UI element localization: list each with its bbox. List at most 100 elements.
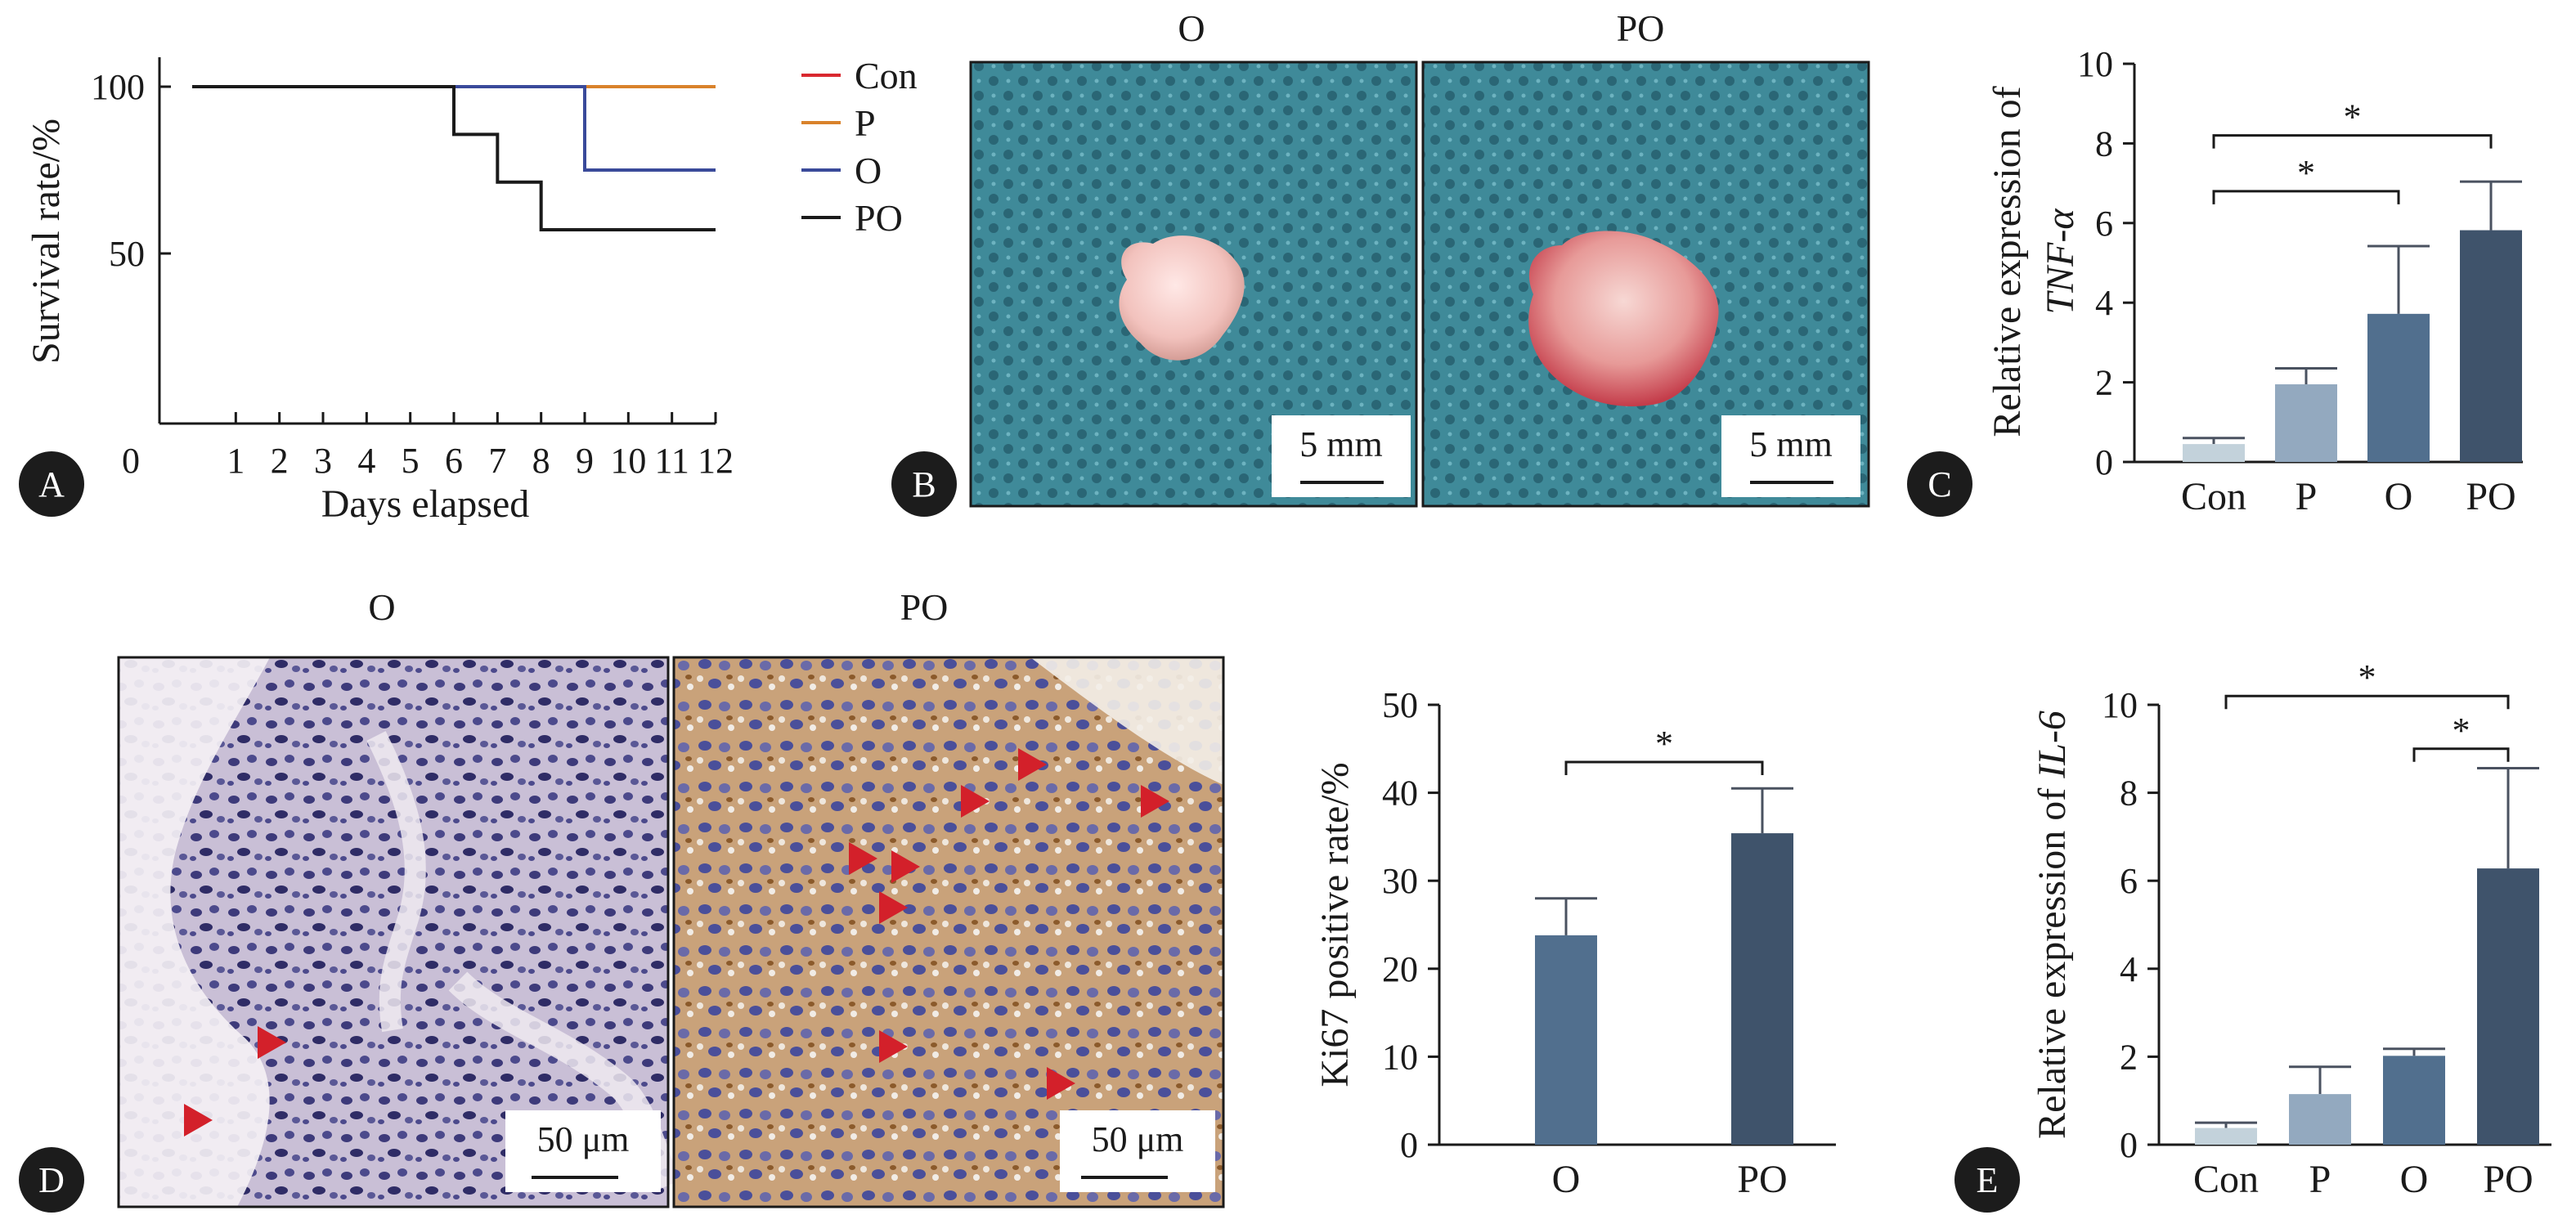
bar-o xyxy=(1535,935,1597,1145)
photo-title-o: O xyxy=(1178,7,1205,49)
y-tick-label: 10 xyxy=(1382,1037,1418,1077)
y-tick-label: 2 xyxy=(2120,1037,2138,1077)
legend-label-o: O xyxy=(855,150,882,191)
significance-brackets: ** xyxy=(2224,657,2510,762)
arrowhead-marker xyxy=(879,1030,908,1063)
y-tick-label: 10 xyxy=(2077,44,2113,84)
y-tick-label: 0 xyxy=(2095,442,2113,482)
category-label-o: O xyxy=(2400,1158,2429,1201)
x-ticks: 0 1 2 3 4 5 6 7 8 9 10 11 12 xyxy=(122,412,734,481)
y-tick-label: 6 xyxy=(2095,204,2113,244)
x-tick-label: 9 xyxy=(576,441,594,481)
svg-text:A: A xyxy=(38,464,65,504)
category-label-p: P xyxy=(2309,1158,2331,1201)
bars xyxy=(2183,180,2522,462)
significance-bracket xyxy=(2224,694,2510,710)
bars xyxy=(1535,787,1793,1145)
svg-text:D: D xyxy=(38,1160,65,1200)
y-ticks: 0 2 4 6 8 10 xyxy=(2102,685,2159,1165)
bar-po xyxy=(2460,230,2522,462)
x-tick-label: 6 xyxy=(445,441,463,481)
y-tick-label: 6 xyxy=(2120,861,2138,901)
x-axis-label: Days elapsed xyxy=(321,482,530,526)
significance-star: * xyxy=(2297,153,2315,193)
y-ticks: 0 2 4 6 8 10 xyxy=(2077,44,2134,482)
y-tick-label: 10 xyxy=(2102,685,2138,725)
x-tick-label: 11 xyxy=(654,441,689,481)
ki67-chart: 0 10 20 30 40 50 * O PO Ki67 positive rate/% xyxy=(1313,685,1836,1201)
y-tick-label: 8 xyxy=(2120,773,2138,814)
tumor-photo-o: 5 mm xyxy=(969,61,1418,508)
svg-text:50 μm: 50 μm xyxy=(537,1119,630,1159)
x-tick-label: 1 xyxy=(227,441,245,481)
bar-o xyxy=(2367,313,2430,462)
bar-con xyxy=(2195,1128,2257,1145)
svg-text:C: C xyxy=(1928,464,1951,504)
arrowhead-marker xyxy=(184,1104,213,1137)
scale-bar-b-po: 5 mm xyxy=(1721,415,1860,497)
bar-con xyxy=(2183,444,2245,462)
y-tick-label: 0 xyxy=(1400,1125,1418,1165)
y-axis-label: Ki67 positive rate/% xyxy=(1313,762,1357,1087)
svg-text:B: B xyxy=(912,464,936,504)
tumor-po xyxy=(1528,231,1719,406)
category-label-po: PO xyxy=(2466,475,2515,518)
x-tick-label: 8 xyxy=(532,441,550,481)
bar-o xyxy=(2383,1056,2445,1145)
tumor-photo-po: 5 mm xyxy=(1421,61,1870,508)
histology-photo-po: 50 μm xyxy=(672,656,1225,1208)
category-labels: O PO xyxy=(1552,1158,1788,1201)
ki67-histology: O PO 50 μm xyxy=(117,586,1225,1208)
arrowhead-marker xyxy=(961,785,990,818)
photo-title-po: PO xyxy=(1617,7,1665,49)
series-lines xyxy=(192,85,716,232)
significance-brackets: * xyxy=(1564,724,1764,775)
x-tick-label: 10 xyxy=(610,441,646,481)
bar-p xyxy=(2289,1094,2351,1145)
scale-bar-d-po: 50 μm xyxy=(1060,1110,1215,1192)
x-tick-label: 12 xyxy=(698,441,734,481)
category-label-o: O xyxy=(2385,475,2413,518)
significance-bracket xyxy=(2412,747,2510,762)
x-tick-label: 4 xyxy=(357,441,375,481)
y-axis-label-line2: TNF-α xyxy=(2039,208,2082,315)
photo-title-o: O xyxy=(368,586,395,628)
arrowhead-marker xyxy=(1047,1067,1075,1100)
arrowhead-marker xyxy=(1018,748,1047,781)
arrowhead-marker xyxy=(1141,785,1169,818)
category-labels: Con P O PO xyxy=(2181,475,2516,518)
histology-photo-o: 50 μm xyxy=(117,656,680,1208)
category-label-po: PO xyxy=(1737,1158,1787,1201)
panel-label-e: E xyxy=(1954,1147,2020,1213)
category-label-con: Con xyxy=(2181,475,2246,518)
y-tick-label: 50 xyxy=(1382,685,1418,725)
category-label-po: PO xyxy=(2483,1158,2533,1201)
arrowhead-marker xyxy=(891,850,920,883)
legend: Con PO PO xyxy=(801,55,918,239)
legend-label-po: PO xyxy=(855,197,903,239)
tumor-o xyxy=(1119,235,1245,361)
bar-po xyxy=(2477,868,2539,1145)
y-ticks: 50 100 xyxy=(91,67,171,274)
category-label-o: O xyxy=(1552,1158,1581,1201)
series-line-po xyxy=(192,85,716,232)
y-axis-label: Relative expression of IL-6 xyxy=(2031,711,2074,1139)
category-label-p: P xyxy=(2296,475,2318,518)
photo-title-po: PO xyxy=(900,586,949,628)
significance-star: * xyxy=(1655,724,1673,764)
significance-brackets: ** xyxy=(2212,97,2493,204)
panel-label-c: C xyxy=(1907,451,1972,517)
legend-label-con: Con xyxy=(855,55,918,96)
legend-label-p: P xyxy=(855,102,876,144)
significance-bracket xyxy=(2212,134,2493,149)
arrowhead-marker xyxy=(258,1026,286,1059)
y-ticks: 0 10 20 30 40 50 xyxy=(1382,685,1439,1165)
tumor-photos: O PO 5 mm 5 mm xyxy=(969,7,1870,508)
x-tick-label: 2 xyxy=(271,441,289,481)
svg-text:5 mm: 5 mm xyxy=(1299,424,1382,464)
y-axis-label-line1: Relative expression of xyxy=(1986,86,2029,437)
scale-bar-b-o: 5 mm xyxy=(1272,415,1411,497)
